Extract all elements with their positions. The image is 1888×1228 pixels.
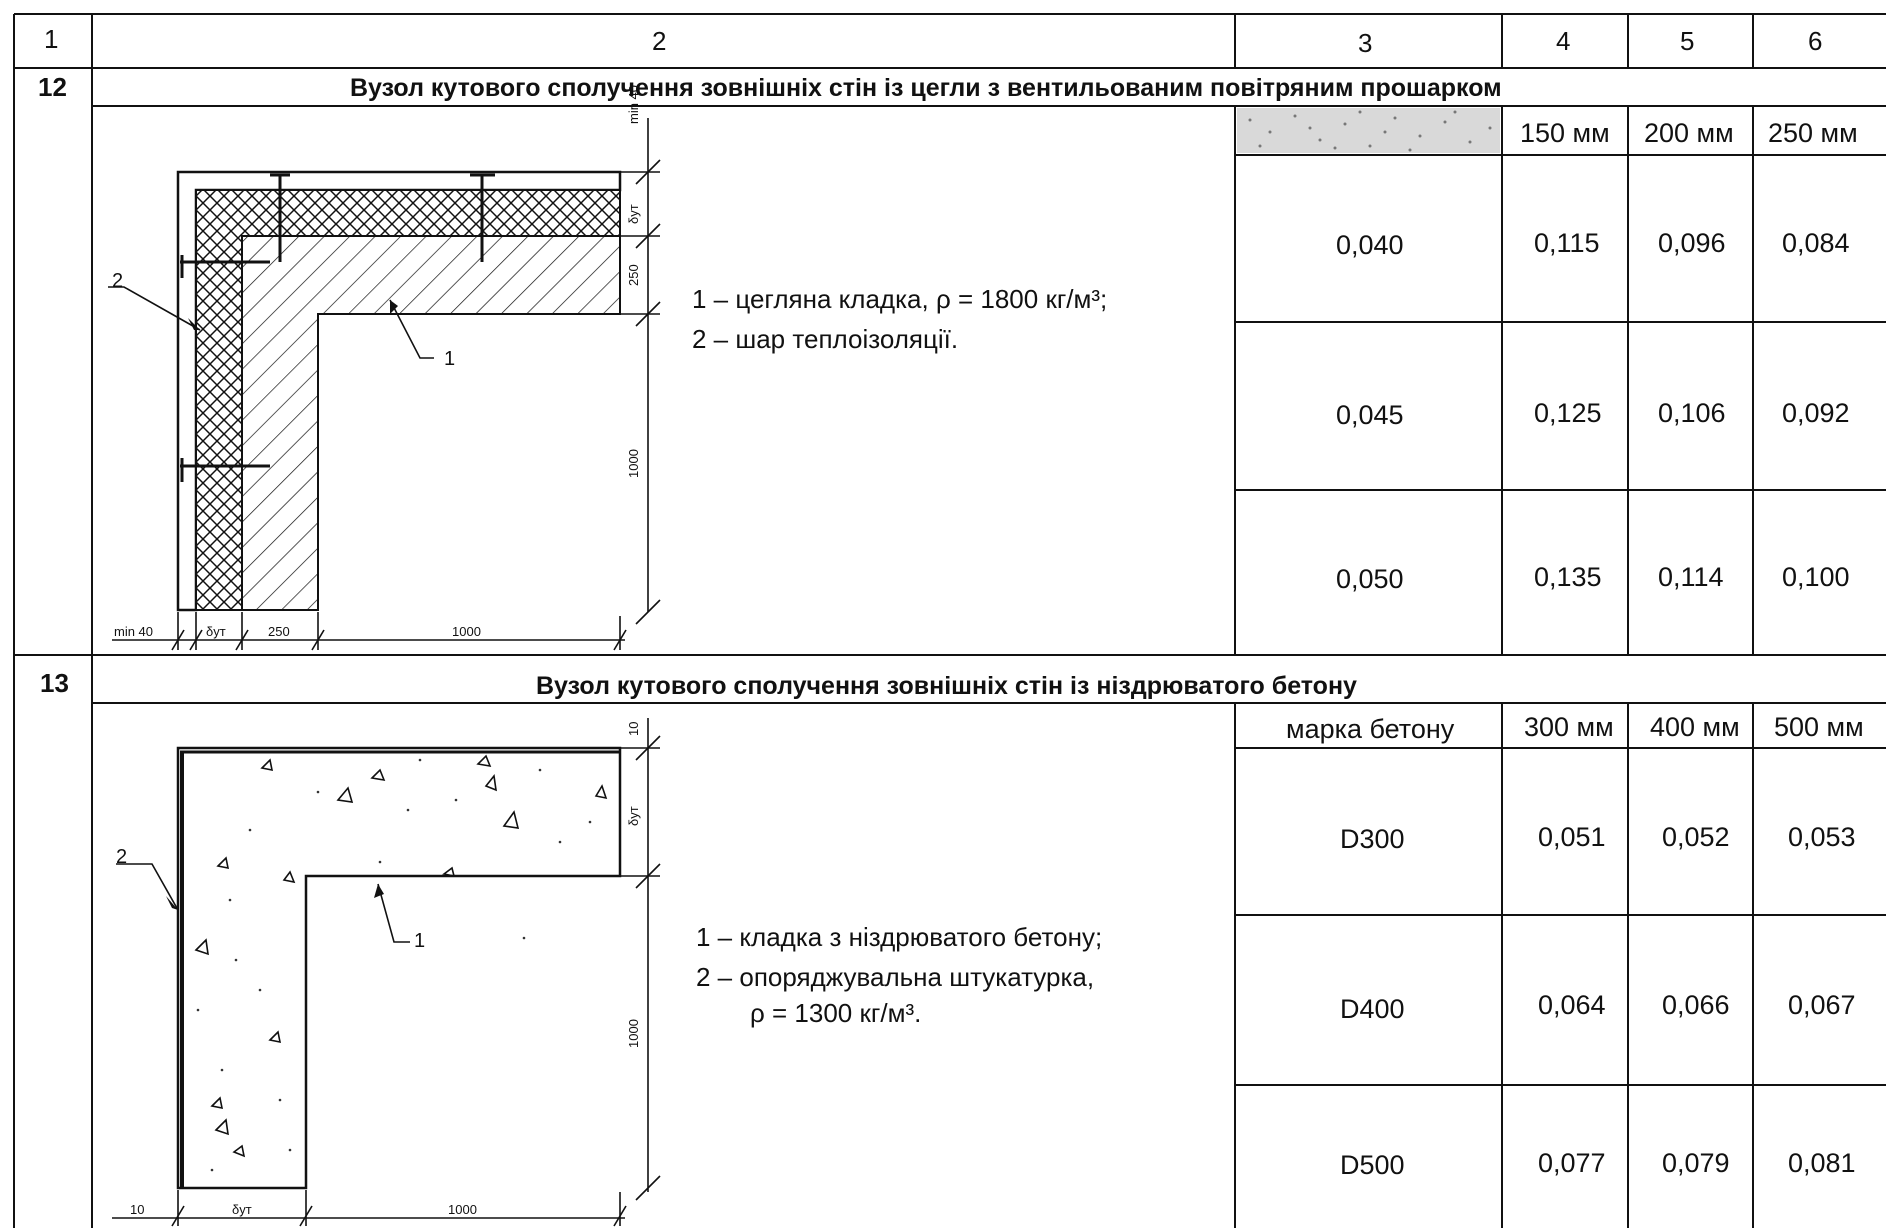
header-col-2: 2 [652,26,667,56]
table-header-cell: 150 мм [1520,118,1610,148]
table-cell: 0,077 [1538,1148,1606,1178]
dim-label-vertical: 10 [626,721,641,736]
table-cell: 0,040 [1336,230,1404,260]
speckle-fill [1237,108,1500,153]
header-col-3: 3 [1358,28,1373,58]
dim-label-vertical: 250 [626,264,641,286]
table-cell: 0,051 [1538,822,1606,852]
dim-label: min 40 [114,624,154,639]
header-col-1: 1 [44,24,59,54]
table-header-cell: 400 мм [1650,712,1740,742]
table-header-cell: марка бетону [1286,714,1455,744]
dim-label-vertical: δут [626,204,641,224]
callout-2: 2 [112,270,124,292]
table-cell: D500 [1340,1150,1405,1180]
legend-line: 1 – кладка з ніздрюватого бетону; [696,922,1103,952]
table-cell: 0,115 [1534,228,1600,258]
table-cell: 0,100 [1782,562,1850,592]
dim-label-vertical: min 40 [626,84,641,124]
callout-1: 1 [414,930,426,952]
dim-label: δут [232,1202,252,1217]
table-header-cell: 500 мм [1774,712,1864,742]
table-header-cell: 200 мм [1644,118,1734,148]
table-cell: 0,064 [1538,990,1606,1020]
dim-label-vertical: 1000 [626,449,641,478]
dim-label: δут [206,624,226,639]
dim-label: 10 [130,1202,145,1217]
callout-2: 2 [116,846,128,868]
legend-line: 1 – цегляна кладка, ρ = 1800 кг/м³; [692,284,1108,314]
legend-line: 2 – опоряджувальна штукатурка, [696,962,1095,992]
table-header-cell: 300 мм [1524,712,1614,742]
table-cell: D300 [1340,824,1405,854]
table-cell: 0,106 [1658,398,1726,428]
legend-line: ρ = 1300 кг/м³. [750,998,922,1028]
row-title-13: Вузол кутового сполучення зовнішніх стін… [536,672,1357,700]
table-cell: 0,092 [1782,398,1850,428]
table-cell: 0,079 [1662,1148,1730,1178]
table-header-cell: 250 мм [1768,118,1858,148]
row-number-13: 13 [40,668,69,698]
dim-label: 1000 [448,1202,477,1217]
table-cell: 0,053 [1788,822,1856,852]
table-cell: 0,045 [1336,400,1404,430]
table-cell: 0,135 [1534,562,1602,592]
dim-label-vertical: 1000 [626,1019,641,1048]
table-cell: 0,114 [1658,562,1724,592]
table-cell: 0,096 [1658,228,1726,258]
table-cell: 0,084 [1782,228,1850,258]
table-cell: 0,052 [1662,822,1730,852]
row-number-12: 12 [38,72,67,102]
dim-label-vertical: δут [626,806,641,826]
dim-label: 1000 [452,624,481,639]
header-col-4: 4 [1556,26,1571,56]
table-cell: 0,125 [1534,398,1602,428]
dim-label: 250 [268,624,290,639]
legend-line: 2 – шар теплоізоляції. [692,324,959,354]
header-col-5: 5 [1680,26,1695,56]
table-cell: D400 [1340,994,1405,1024]
header-col-6: 6 [1808,26,1823,56]
table-cell: 0,067 [1788,990,1856,1020]
table-cell: 0,066 [1662,990,1730,1020]
row-title-12: Вузол кутового сполучення зовнішніх стін… [350,74,1502,102]
table-cell: 0,050 [1336,564,1404,594]
callout-1: 1 [444,348,456,370]
table-cell: 0,081 [1788,1148,1856,1178]
